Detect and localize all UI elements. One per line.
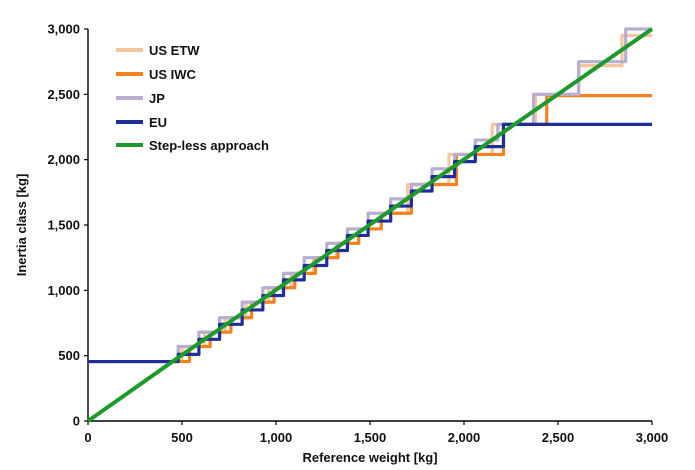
legend-label: EU bbox=[149, 115, 167, 130]
legend-label: JP bbox=[149, 91, 165, 106]
y-axis-title: Inertia class [kg] bbox=[14, 174, 29, 277]
legend-item-us-iwc: US IWC bbox=[116, 67, 197, 82]
legend-label: US ETW bbox=[149, 43, 200, 58]
x-tick-label: 0 bbox=[84, 430, 91, 445]
x-tick-label: 2,500 bbox=[542, 430, 575, 445]
y-tick-label: 500 bbox=[58, 348, 80, 363]
x-tick-label: 1,000 bbox=[260, 430, 293, 445]
x-axis-title: Reference weight [kg] bbox=[302, 450, 437, 465]
legend-item-us-etw: US ETW bbox=[116, 43, 200, 58]
x-tick-label: 3,000 bbox=[636, 430, 669, 445]
x-tick-label: 2,000 bbox=[448, 430, 481, 445]
legend-item-step-less: Step-less approach bbox=[116, 138, 269, 153]
y-axis: 0 500 1,000 1,500 2,000 2,500 3,000 bbox=[47, 22, 89, 429]
x-axis: 0 500 1,000 1,500 2,000 2,500 3,000 bbox=[84, 420, 669, 445]
series-line-step-less-approach bbox=[86, 27, 654, 423]
y-tick-label: 2,000 bbox=[47, 152, 80, 167]
legend-item-jp: JP bbox=[116, 91, 165, 106]
legend-label: Step-less approach bbox=[149, 138, 269, 153]
x-tick-label: 1,500 bbox=[354, 430, 387, 445]
series-line-us-iwc bbox=[88, 94, 652, 364]
x-tick-label: 500 bbox=[171, 430, 193, 445]
series-line-eu bbox=[88, 122, 652, 364]
legend: US ETW US IWC JP EU Step-less approach bbox=[116, 43, 269, 153]
y-tick-label: 2,500 bbox=[47, 87, 80, 102]
y-tick-label: 3,000 bbox=[47, 22, 80, 37]
series-layer bbox=[86, 27, 654, 423]
series-line-us-etw bbox=[88, 33, 652, 364]
y-tick-label: 0 bbox=[73, 414, 80, 429]
legend-item-eu: EU bbox=[116, 115, 167, 130]
legend-label: US IWC bbox=[149, 67, 197, 82]
y-tick-label: 1,000 bbox=[47, 283, 80, 298]
y-tick-label: 1,500 bbox=[47, 218, 80, 233]
